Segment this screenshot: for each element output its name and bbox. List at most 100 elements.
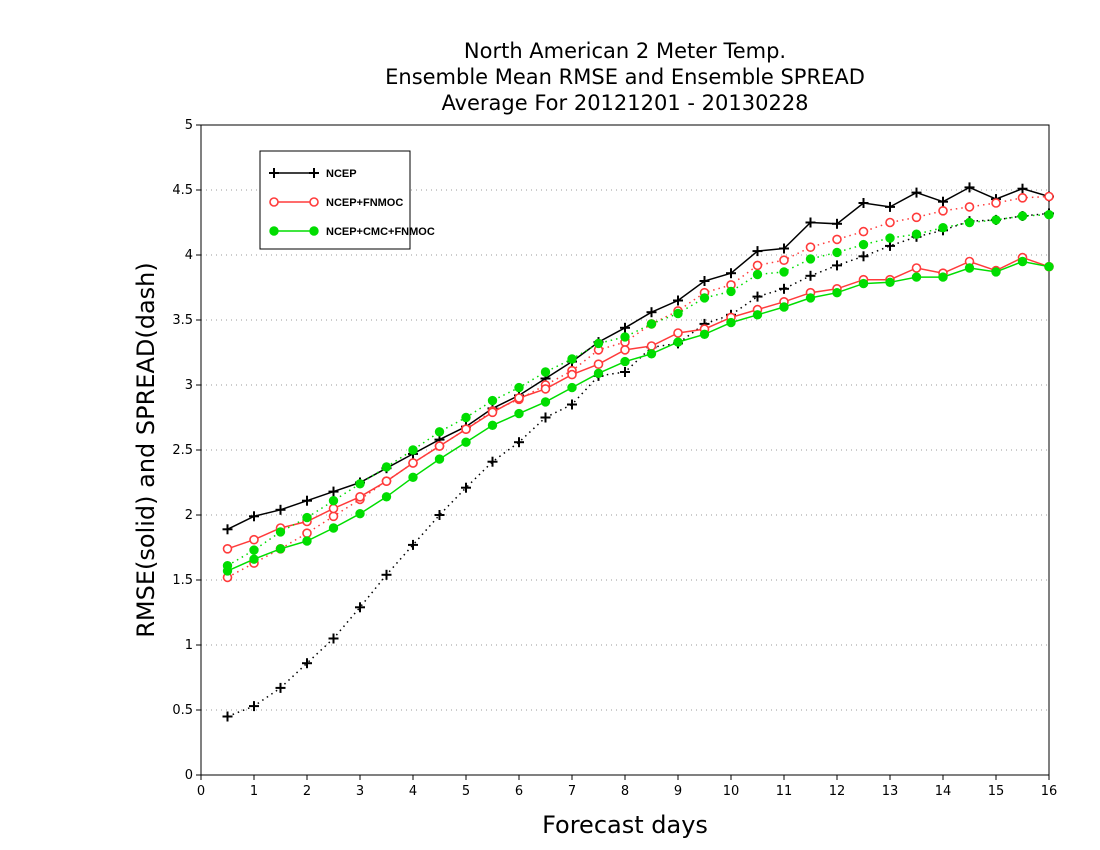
series-2-rmse-line — [227, 260, 1050, 572]
series-0-rmse-point — [805, 217, 816, 228]
series-1-spread-point — [911, 212, 922, 223]
series-1-rmse-point — [646, 341, 657, 351]
series-2-rmse-point — [302, 536, 312, 546]
series-2-rmse-point — [832, 288, 842, 298]
series-1-rmse-line — [227, 256, 1050, 550]
series-1-rmse-point — [328, 503, 339, 514]
series-1-rmse-point — [434, 441, 445, 451]
legend: NCEP NCEP+FNMOC NCEP+CMC+FNMOC — [259, 150, 435, 250]
series-1-spread-point — [1044, 191, 1054, 202]
series-0-rmse-point — [222, 524, 233, 535]
series-0-rmse-point — [885, 201, 895, 212]
y-tick-label: 0.5 — [172, 703, 193, 718]
series-0-rmse-point — [779, 243, 789, 254]
series-2-rmse-point — [991, 267, 1001, 277]
series-2-rmse-point — [646, 349, 657, 359]
series-1-rmse-point — [355, 491, 365, 502]
series-1-spread-point — [752, 260, 763, 271]
series-2-rmse-point — [964, 263, 975, 273]
series-1-rmse-point — [540, 384, 551, 394]
legend-label: NCEP+CMC+FNMOC — [326, 226, 435, 238]
series-2-rmse-point — [752, 310, 763, 320]
series-2-spread-point — [938, 223, 948, 233]
series-2-rmse-point — [408, 472, 418, 482]
series-2-spread-point — [381, 462, 392, 472]
series-0-spread-point — [355, 602, 365, 613]
series-0-rmse-point — [964, 182, 975, 193]
series-2-spread-line — [227, 213, 1050, 567]
legend-label: NCEP — [326, 168, 357, 180]
series-2-rmse-point — [726, 317, 736, 328]
series-0-spread-point — [858, 251, 869, 262]
legend-marker — [309, 226, 319, 236]
series-2-rmse-point — [328, 523, 339, 533]
series-2-spread-point — [434, 427, 445, 437]
title-line-2: Ensemble Mean RMSE and Ensemble SPREAD — [385, 65, 865, 89]
x-tick-label: 16 — [1041, 784, 1058, 799]
series-2-spread-point — [1044, 210, 1054, 220]
x-tick-label: 4 — [409, 784, 417, 799]
y-tick-label: 1 — [185, 638, 193, 653]
series-0-spread-point — [434, 510, 445, 520]
series-2-rmse-point — [911, 272, 922, 282]
series-2-rmse-point — [858, 278, 869, 289]
series-1-rmse-point — [249, 534, 259, 545]
series-1-spread-point — [938, 206, 948, 216]
series-0-rmse-point — [832, 218, 842, 229]
series-2-spread-point — [752, 269, 763, 280]
series-0-rmse-point — [673, 295, 683, 306]
series-2-rmse-point — [593, 368, 604, 378]
legend-marker — [269, 168, 279, 178]
legend-box — [259, 150, 411, 250]
series-0-rmse-point — [1017, 183, 1028, 194]
series-2-spread-point — [673, 308, 683, 319]
x-tick-label: 7 — [568, 784, 576, 799]
series-2-rmse-point — [1017, 256, 1028, 267]
series-2-spread-point — [355, 479, 365, 489]
y-tick-label: 2.5 — [172, 443, 193, 458]
series-0-rmse-line — [227, 186, 1050, 530]
x-axis: 0 1 2 3 4 5 6 7 8 9 10 11 12 13 14 15 16 — [197, 775, 1057, 799]
series-2-rmse-point — [275, 544, 286, 554]
series-2-rmse-point — [1044, 262, 1054, 272]
series-2-spread-point — [699, 293, 710, 303]
series-0-rmse-point — [938, 196, 948, 207]
series-0-rmse-point — [302, 495, 312, 506]
x-tick-label: 5 — [462, 784, 470, 799]
x-tick-label: 9 — [674, 784, 682, 799]
chart-title: North American 2 Meter Temp. Ensemble Me… — [385, 39, 865, 115]
series-2-rmse-point — [222, 566, 233, 576]
series-2-spread-point — [858, 239, 869, 250]
series-1-rmse-point — [620, 345, 630, 355]
series-0-rmse-point — [249, 511, 259, 522]
series-2-spread-point — [805, 254, 816, 264]
series-group — [222, 182, 1054, 722]
series-2-spread-point — [885, 233, 895, 243]
series-1-rmse-point — [911, 263, 922, 273]
series-1-spread-point — [302, 528, 312, 539]
series-1-rmse-point — [222, 543, 233, 554]
series-2-rmse-point — [249, 554, 259, 564]
series-1-spread-point — [328, 511, 339, 522]
series-0-spread-line — [227, 212, 1050, 718]
x-tick-label: 10 — [723, 784, 740, 799]
series-1-spread-line — [227, 195, 1050, 579]
series-1-spread-point — [832, 234, 842, 245]
y-tick-label: 0 — [185, 768, 193, 783]
title-line-3: Average For 20121201 - 20130228 — [441, 91, 808, 115]
series-2 — [222, 210, 1054, 576]
series-0-spread-point — [275, 682, 286, 693]
legend-marker — [269, 197, 279, 207]
series-0-rmse-point — [620, 322, 630, 333]
x-tick-label: 13 — [882, 784, 899, 799]
series-2-rmse-point — [779, 302, 789, 312]
series-1-rmse-point — [461, 424, 471, 435]
x-tick-label: 11 — [776, 784, 793, 799]
x-tick-label: 8 — [621, 784, 629, 799]
x-axis-label: Forecast days — [542, 811, 708, 839]
series-2-rmse-point — [805, 293, 816, 303]
series-2-rmse-point — [885, 277, 895, 287]
series-2-spread-point — [408, 445, 418, 455]
legend-marker — [309, 168, 319, 178]
